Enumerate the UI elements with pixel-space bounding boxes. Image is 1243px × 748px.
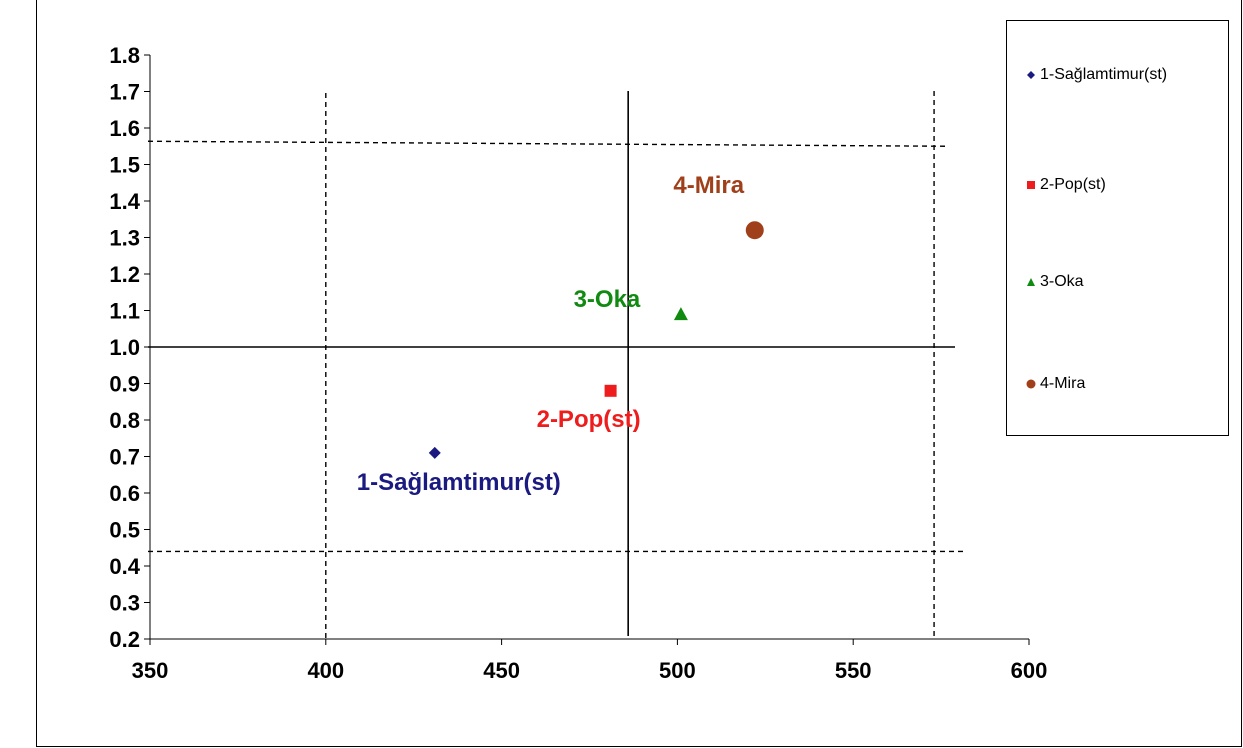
y-tick-label: 0.3 <box>109 591 140 616</box>
y-tick-label: 0.4 <box>109 554 140 579</box>
legend-marker-diamond-icon <box>1025 69 1037 81</box>
chart-frame <box>36 0 1242 747</box>
data-point-label: 3-Oka <box>574 286 641 313</box>
legend-label: 3-Oka <box>1040 273 1084 290</box>
y-tick-label: 1.7 <box>109 80 140 105</box>
data-point-label: 1-Sağlamtimur(st) <box>357 469 561 496</box>
x-tick-label: 400 <box>307 658 344 683</box>
y-tick-label: 0.7 <box>109 445 140 470</box>
y-tick-label: 0.5 <box>109 518 140 543</box>
y-tick-label: 1.8 <box>109 43 140 68</box>
y-tick-label: 0.2 <box>109 627 140 652</box>
legend-item: 2-Pop(st) <box>1025 176 1106 194</box>
legend-item: 4-Mira <box>1025 375 1085 393</box>
y-tick-label: 1.0 <box>109 335 140 360</box>
legend-item: 1-Sağlamtimur(st) <box>1025 66 1167 84</box>
y-tick-label: 1.5 <box>109 153 140 178</box>
x-tick-label: 350 <box>132 658 169 683</box>
data-point-square <box>604 384 617 397</box>
data-point-triangle <box>673 307 688 321</box>
y-tick-label: 1.2 <box>109 262 140 287</box>
legend-marker-square-icon <box>1025 179 1037 191</box>
legend-marker-triangle-icon <box>1025 276 1037 288</box>
legend-item: 3-Oka <box>1025 273 1084 291</box>
data-point-label: 2-Pop(st) <box>537 406 641 433</box>
y-tick-label: 0.9 <box>109 372 140 397</box>
data-point-diamond <box>428 446 441 459</box>
y-tick-label: 0.8 <box>109 408 140 433</box>
y-tick-label: 0.6 <box>109 481 140 506</box>
data-point-circle <box>745 221 764 240</box>
data-point-label: 4-Mira <box>673 172 744 199</box>
legend-label: 2-Pop(st) <box>1040 176 1106 193</box>
x-tick-label: 550 <box>835 658 872 683</box>
legend-marker-circle-icon <box>1025 378 1037 390</box>
y-tick-label: 1.1 <box>109 299 140 324</box>
x-tick-label: 600 <box>1011 658 1048 683</box>
x-tick-label: 500 <box>659 658 696 683</box>
y-tick-label: 1.4 <box>109 189 140 214</box>
dashed-reference-line <box>147 140 947 147</box>
x-tick-label: 450 <box>483 658 520 683</box>
y-tick-label: 1.3 <box>109 226 140 251</box>
y-tick-label: 1.6 <box>109 116 140 141</box>
legend: 1-Sağlamtimur(st) 2-Pop(st) 3-Oka 4-Mira <box>1006 20 1229 436</box>
legend-label: 1-Sağlamtimur(st) <box>1040 66 1168 83</box>
legend-label: 4-Mira <box>1040 375 1086 392</box>
